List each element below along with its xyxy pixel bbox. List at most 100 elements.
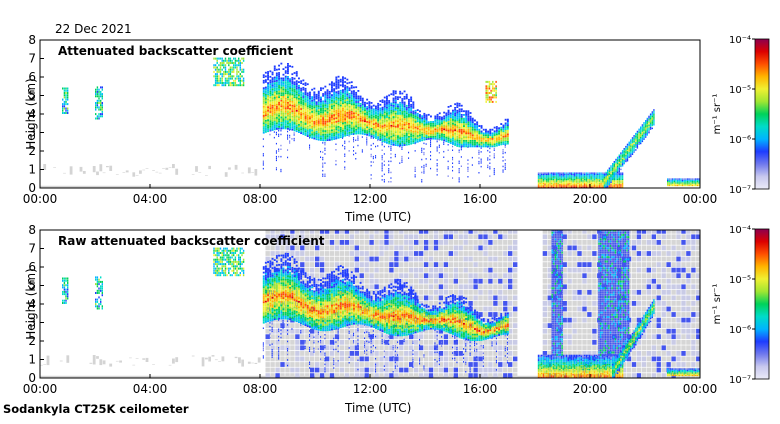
cloud-patch-cell [486,94,487,96]
rising-layer-cell [607,184,608,186]
surface-layer-cell [693,181,694,182]
noise-cell [365,268,369,273]
cloud-patch-cell [65,90,66,92]
cloud-layer-cell [278,72,280,74]
cloud-layer-cell [467,112,469,114]
cloud-layer-cell [276,93,278,95]
rising-layer-cell [615,160,616,162]
cloud-layer-cell [342,93,344,95]
surface-layer-cell [567,179,568,180]
cloud-layer-cell [353,112,355,114]
surface-layer-cell [684,182,685,183]
cloud-layer-cell [285,72,287,74]
cloud-patch-cell [102,111,103,113]
streak-cell [349,135,350,137]
surface-layer-cell [559,173,560,174]
noise-cell [295,362,299,367]
surface-layer-cell [551,173,552,174]
cloud-layer-cell [360,114,362,116]
cloud-layer-cell [404,126,406,128]
cloud-layer-cell [408,132,410,134]
rising-layer-cell [638,132,639,134]
haze-cell [96,172,99,176]
cloud-layer-cell [280,83,282,85]
cloud-layer-cell [318,98,320,100]
cloud-patch-cell [65,110,66,112]
cloud-layer-cell [267,71,269,73]
cloud-layer-cell [467,129,469,131]
cloud-layer-cell [505,126,507,128]
rising-layer-cell [635,149,636,151]
cloud-layer-cell [445,113,447,115]
surface-layer-cell [617,184,618,185]
cloud-layer-cell [263,98,265,100]
surface-layer-cell [600,180,601,181]
cloud-layer-cell [305,82,307,84]
cloud-layer-cell [434,128,436,130]
cloud-patch-cell [240,64,241,66]
streak-cell [278,149,279,151]
cloud-layer-cell [313,91,315,93]
cloud-patch-cell [231,60,232,62]
cloud-patch-cell [243,60,244,62]
cloud-layer-cell [470,125,472,127]
cloud-layer-cell [320,124,322,126]
cloud-layer-cell [349,97,351,99]
cloud-layer-cell [335,114,337,116]
rising-layer-cell [643,133,644,135]
cloud-patch-cell [226,78,227,80]
surface-layer-cell [619,179,620,180]
cloud-layer-cell [267,101,269,103]
noise-cell [285,368,289,373]
noise-cell [320,251,324,256]
cloud-layer-cell [349,87,351,89]
cloud-patch-cell [241,71,242,73]
surface-layer-cell [682,182,683,183]
surface-layer-cell [571,185,572,186]
surface-layer-cell [572,176,573,177]
cloud-layer-cell [344,102,346,104]
cloud-layer-cell [338,128,340,130]
cloud-layer-cell [340,94,342,96]
cloud-layer-cell [289,113,291,115]
cloud-layer-cell [371,113,373,115]
noise-cell [350,234,354,239]
cloud-layer-cell [445,122,447,124]
cloud-layer-cell [439,118,441,120]
cloud-layer-cell [379,132,381,134]
cloud-layer-cell [300,103,302,105]
cloud-layer-cell [467,144,469,146]
surface-layer-cell [599,180,600,181]
cloud-layer-cell [272,118,274,120]
cloud-layer-cell [382,112,384,114]
cloud-layer-cell [375,119,377,121]
rising-layer-cell [612,175,613,177]
cloud-layer-cell [507,134,509,136]
cloud-layer-cell [357,118,359,120]
rising-layer-cell [604,186,605,188]
cloud-layer-cell [500,144,502,146]
cloud-layer-cell [401,131,403,133]
cloud-layer-cell [388,141,390,143]
cloud-layer-cell [300,80,302,82]
cloud-layer-cell [298,118,300,120]
cloud-patch-cell [222,62,223,64]
cloud-layer-cell [452,136,454,138]
cloud-layer-cell [454,133,456,135]
streak-cell [324,174,325,176]
cloud-layer-cell [327,132,329,134]
noise-cell [360,362,364,367]
cloud-layer-cell [483,145,485,147]
haze-cell [248,167,251,173]
surface-layer-cell [698,178,699,179]
streak-cell [388,170,389,172]
cloud-layer-cell [340,90,342,92]
noise-cell [350,246,354,251]
cloud-layer-cell [331,87,333,89]
haze-cell [123,172,126,173]
surface-layer-cell [564,182,565,183]
surface-layer-cell [581,173,582,174]
haze-cell [142,358,145,360]
surface-layer-cell [549,180,550,181]
cloud-layer-cell [324,128,326,130]
